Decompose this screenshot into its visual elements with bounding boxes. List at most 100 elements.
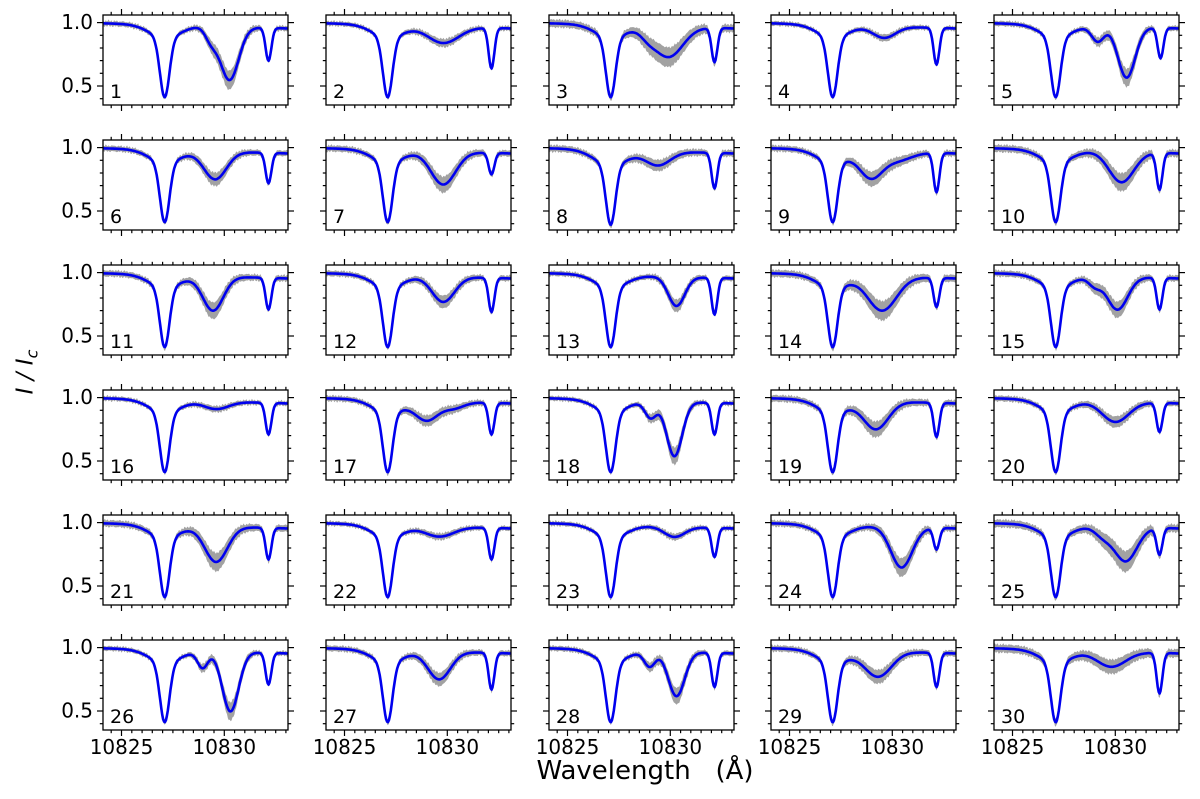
spectrum-panel-10: 10 (988, 134, 1186, 236)
panel-number: 27 (333, 706, 357, 728)
x-tick-label: 10830 (638, 735, 702, 759)
spectrum-panel-28: 28 10825 10830 (535, 634, 740, 759)
observed-band (325, 20, 511, 100)
x-tick-label: 10830 (861, 735, 925, 759)
panel-frame (547, 514, 735, 606)
panel-number: 2 (333, 81, 345, 103)
panel-number: 17 (333, 456, 357, 478)
panel-number: 12 (333, 331, 357, 353)
panel-frame (325, 639, 512, 731)
spectrum-panel-2: 2 (319, 9, 517, 111)
fit-line (994, 397, 1180, 474)
panel-frame (993, 139, 1180, 231)
observed-band (994, 518, 1180, 601)
axis-ticks (97, 509, 294, 611)
fit-line (548, 522, 734, 599)
fit-line (771, 272, 957, 349)
panel-number: 23 (556, 581, 580, 603)
fit-line (325, 647, 511, 724)
panel-frame (547, 139, 735, 231)
y-tick-label: 0.5 (61, 574, 93, 598)
observed-band (771, 644, 957, 727)
fit-line (548, 272, 734, 349)
observed-band (771, 144, 957, 226)
y-tick-label: 1.0 (61, 635, 93, 659)
fit-line (548, 22, 734, 99)
panel-number: 22 (333, 581, 357, 603)
panel-number: 5 (1001, 81, 1013, 103)
panel-frame (102, 639, 289, 731)
panel-frame (325, 389, 512, 481)
fit-line (771, 647, 957, 724)
x-tick-label: 10825 (312, 735, 376, 759)
fit-line (548, 147, 734, 226)
panel-frame (770, 14, 958, 106)
spectrum-panel-26: 26 1.0 0.5 10825 10830 (61, 634, 294, 759)
y-tick-label: 0.5 (61, 324, 93, 348)
panel-number: 15 (1001, 331, 1025, 353)
y-tick-label: 0.5 (61, 699, 93, 723)
panel-number: 4 (778, 81, 790, 103)
panel-frame (325, 139, 512, 231)
spectrum-panel-19: 19 (765, 384, 963, 486)
fit-line (103, 397, 288, 474)
spectrum-panel-16: 16 1.0 0.5 (61, 384, 294, 486)
observed-band (771, 20, 957, 100)
observed-band (548, 645, 734, 725)
fit-line (548, 647, 734, 724)
fit-line (325, 522, 511, 599)
fit-line (771, 522, 957, 599)
spectrum-panel-15: 15 (988, 259, 1186, 361)
fit-line (325, 22, 511, 99)
panel-frame (547, 264, 735, 356)
x-tick-label: 10825 (758, 735, 822, 759)
panel-frame (993, 389, 1180, 481)
panel-frame (770, 139, 958, 231)
spectrum-panel-7: 7 (319, 134, 517, 236)
fit-line (325, 147, 511, 224)
spectrum-panel-4: 4 (765, 9, 963, 111)
y-tick-label: 0.5 (61, 449, 93, 473)
spectrum-panel-30: 30 10825 10830 (981, 634, 1186, 759)
y-tick-label: 0.5 (61, 199, 93, 223)
fit-line (994, 272, 1180, 349)
panel-number: 21 (110, 581, 134, 603)
fit-line (994, 147, 1180, 224)
spectrum-panel-5: 5 (988, 9, 1186, 111)
observed-band (548, 144, 734, 229)
fit-line (103, 22, 288, 99)
fit-line (103, 522, 288, 599)
spectrum-panel-27: 27 10825 10830 (312, 634, 517, 759)
panel-frame (547, 639, 735, 731)
observed-band (325, 644, 511, 726)
x-axis-title: Wavelength (Å) (536, 756, 754, 786)
panel-frame (102, 264, 289, 356)
panel-number: 20 (1001, 456, 1025, 478)
panel-number: 25 (1001, 581, 1025, 603)
y-tick-label: 1.0 (61, 385, 93, 409)
spectrum-panel-21: 21 1.0 0.5 (61, 509, 294, 611)
y-tick-label: 0.5 (61, 74, 93, 98)
panel-frame (770, 264, 958, 356)
observed-band (103, 645, 288, 725)
spectrum-panel-11: 11 1.0 0.5 (61, 259, 294, 361)
observed-band (994, 394, 1180, 476)
observed-band (771, 394, 957, 476)
panel-number: 19 (778, 456, 802, 478)
spectrum-panel-17: 17 (319, 384, 517, 486)
x-tick-label: 10830 (415, 735, 479, 759)
y-tick-label: 1.0 (61, 10, 93, 34)
spectrum-panel-9: 9 (765, 134, 963, 236)
panel-number: 18 (556, 456, 580, 478)
panel-number: 3 (556, 81, 568, 103)
spectrum-panel-12: 12 (319, 259, 517, 361)
panel-number: 14 (778, 331, 802, 353)
observed-band (325, 144, 511, 225)
spectrum-panel-25: 25 (988, 509, 1186, 611)
fit-line (103, 147, 288, 224)
panel-number: 29 (778, 706, 802, 728)
panel-frame (770, 514, 958, 606)
observed-band (103, 144, 288, 225)
